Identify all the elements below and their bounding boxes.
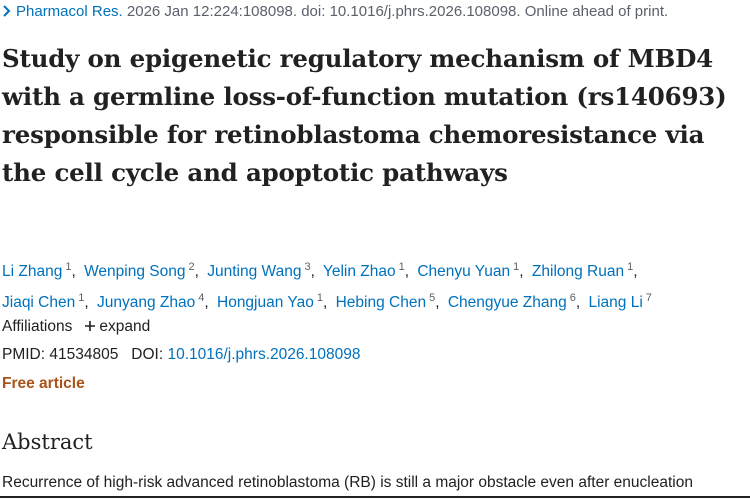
- author: Hebing Chen 5: [335, 292, 444, 312]
- affiliation-number[interactable]: 1: [398, 261, 405, 273]
- identifiers: PMID: 41534805 DOI: 10.1016/j.phrs.2026.…: [2, 346, 361, 364]
- divider: [0, 496, 750, 498]
- author-link[interactable]: Chengyue Zhang: [447, 294, 567, 312]
- affiliation-number[interactable]: 1: [65, 261, 72, 273]
- author: Chenyu Yuan 1: [417, 261, 527, 281]
- author-link[interactable]: Junting Wang: [207, 263, 302, 281]
- affiliations: Affiliations expand: [2, 318, 150, 336]
- author: Jiaqi Chen 1: [2, 292, 93, 312]
- author: Hongjuan Yao 1: [217, 292, 331, 312]
- affiliation-number[interactable]: 7: [645, 292, 652, 305]
- author-link[interactable]: Liang Li: [588, 294, 643, 312]
- citation: Pharmacol Res. 2026 Jan 12:224:108098. d…: [2, 3, 668, 20]
- journal-link[interactable]: Pharmacol Res.: [16, 3, 123, 20]
- doi-label: DOI:: [131, 346, 164, 363]
- author: Chengyue Zhang 6: [447, 292, 584, 312]
- affiliation-number[interactable]: 5: [429, 292, 436, 305]
- pmid: 41534805: [49, 346, 119, 363]
- author-link[interactable]: Wenping Song: [84, 263, 186, 281]
- free-article: Free article: [2, 375, 85, 392]
- citation-details: 2026 Jan 12:224:108098. doi: 10.1016/j.p…: [126, 3, 669, 20]
- chevron-icon: [3, 5, 11, 17]
- author: Li Zhang 1: [2, 261, 80, 281]
- author-link[interactable]: Chenyu Yuan: [417, 263, 511, 281]
- author-link[interactable]: Hebing Chen: [335, 294, 427, 312]
- author: Yelin Zhao 1: [322, 261, 413, 281]
- article-title: Study on epigenetic regulatory mechanism…: [2, 44, 727, 187]
- affiliation-number[interactable]: 2: [188, 261, 195, 273]
- doi-link[interactable]: 10.1016/j.phrs.2026.108098: [167, 346, 361, 363]
- affiliation-number[interactable]: 4: [198, 292, 205, 305]
- author-link[interactable]: Li Zhang: [2, 263, 63, 281]
- abstract-text: Recurrence of high-risk advanced retinob…: [2, 474, 693, 491]
- plus-icon: [85, 321, 96, 331]
- affiliation-number[interactable]: 1: [513, 261, 520, 273]
- author: Junting Wang 3: [207, 261, 319, 281]
- abstract-heading: Abstract: [2, 430, 93, 454]
- pmid-label: PMID:: [2, 346, 46, 363]
- affiliation-number[interactable]: 6: [569, 292, 576, 305]
- affiliation-number[interactable]: 1: [627, 261, 634, 273]
- author: Wenping Song 2: [84, 261, 203, 281]
- affiliation-number[interactable]: 1: [316, 292, 323, 305]
- affiliation-number[interactable]: 1: [78, 292, 85, 305]
- author: Zhilong Ruan 1: [531, 261, 642, 281]
- author: Liang Li 7: [588, 292, 652, 312]
- affiliations-label: Affiliations: [2, 318, 73, 335]
- author-link[interactable]: Zhilong Ruan: [531, 263, 625, 281]
- author-link[interactable]: Yelin Zhao: [322, 263, 396, 281]
- author-link[interactable]: Junyang Zhao: [97, 294, 196, 312]
- author: Junyang Zhao 4: [97, 292, 213, 312]
- author-link[interactable]: Jiaqi Chen: [2, 294, 76, 312]
- expand-toggle[interactable]: expand: [99, 318, 151, 335]
- author-link[interactable]: Hongjuan Yao: [217, 294, 314, 312]
- affiliation-number[interactable]: 3: [304, 261, 311, 273]
